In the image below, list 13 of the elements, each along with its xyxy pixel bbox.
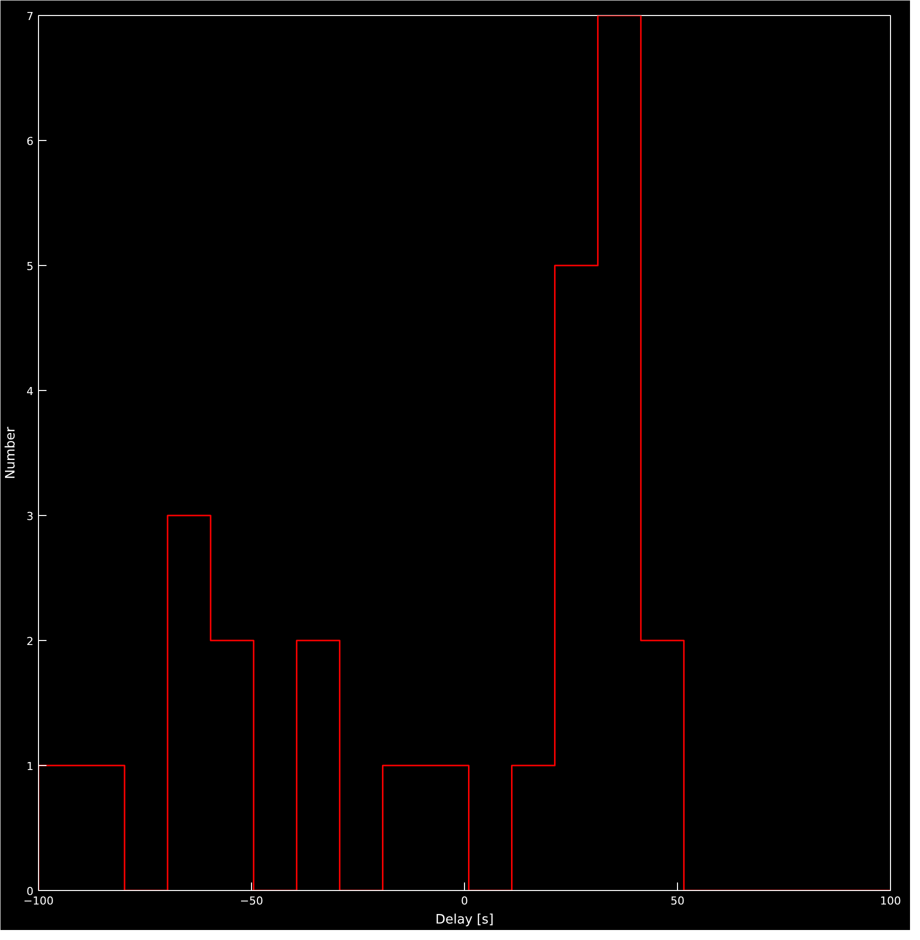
x-tick-label: 0 <box>461 894 468 908</box>
y-tick-label: 6 <box>26 135 34 148</box>
x-tick-label: 100 <box>880 894 901 908</box>
x-tick-label: 50 <box>670 894 684 908</box>
y-tick-label: 4 <box>26 385 34 398</box>
y-tick-label: 2 <box>26 635 34 648</box>
y-tick-label: 5 <box>26 260 34 273</box>
x-tick-label: −50 <box>240 894 264 908</box>
y-tick-label: 1 <box>26 760 34 773</box>
y-axis-title: Number <box>4 426 18 480</box>
y-tick-label: 7 <box>26 10 34 23</box>
y-tick-label: 3 <box>26 510 34 523</box>
x-axis-title: Delay [s] <box>435 912 494 928</box>
